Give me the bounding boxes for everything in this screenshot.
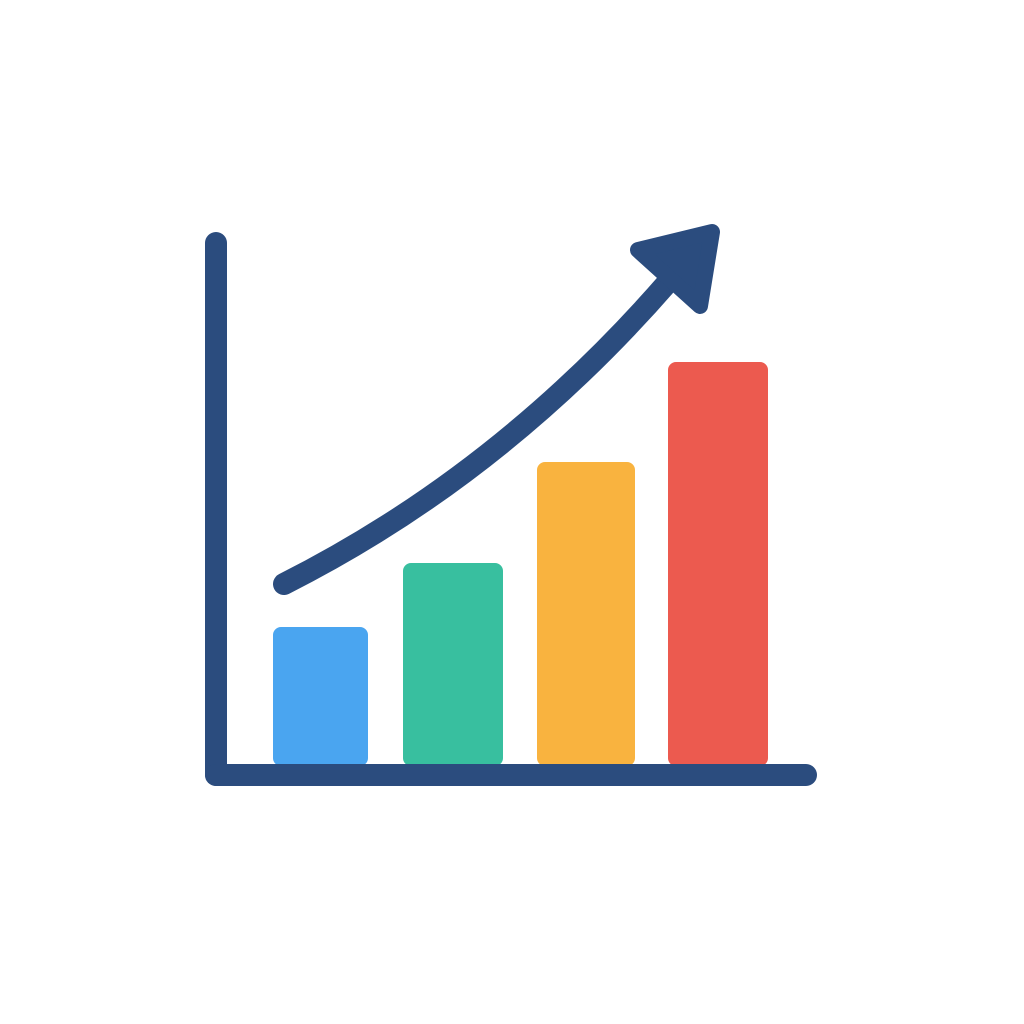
bar xyxy=(273,627,368,766)
bar xyxy=(537,462,635,766)
trend-arrow-head xyxy=(630,224,720,314)
bar xyxy=(668,362,768,766)
trend-arrow-line xyxy=(273,271,679,595)
bar xyxy=(403,563,503,766)
axes-and-arrow xyxy=(205,224,817,786)
bars xyxy=(273,362,768,766)
